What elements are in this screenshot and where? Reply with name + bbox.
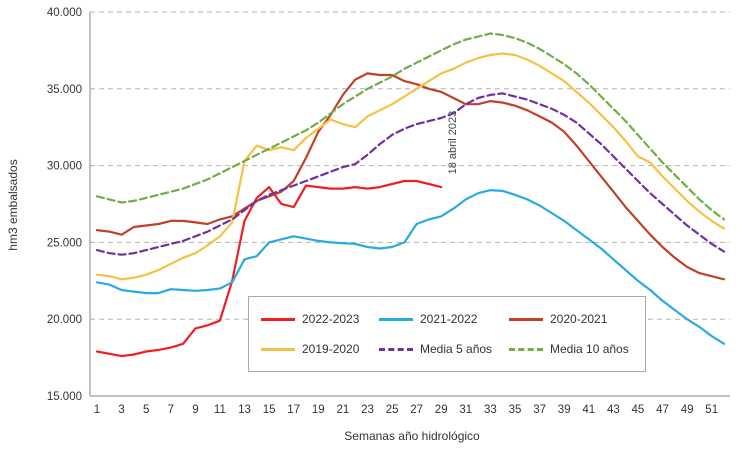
legend-item-2021-2022: 2021-2022 bbox=[379, 312, 509, 326]
date-annotation: 18 abril 2023 bbox=[447, 111, 459, 175]
series-line-2019-2020 bbox=[95, 52, 726, 281]
x-tick-label: 29 bbox=[435, 404, 448, 416]
legend-line-swatch bbox=[509, 347, 543, 351]
x-tick-label: 9 bbox=[192, 404, 198, 416]
legend-line-swatch bbox=[379, 317, 413, 321]
x-tick-label: 7 bbox=[168, 404, 174, 416]
legend-label: 2021-2022 bbox=[420, 312, 478, 326]
legend-line-swatch bbox=[379, 347, 413, 351]
series-line-2021-2022 bbox=[95, 189, 726, 345]
y-tick-label: 25.000 bbox=[47, 237, 82, 249]
legend-label: Media 10 años bbox=[550, 342, 629, 356]
y-tick-label: 30.000 bbox=[47, 161, 82, 173]
series-line-media-10-años bbox=[95, 32, 726, 221]
legend-line-swatch bbox=[261, 317, 295, 321]
legend-item-media-10-años: Media 10 años bbox=[509, 342, 647, 356]
x-tick-label: 41 bbox=[582, 404, 595, 416]
x-tick-label: 15 bbox=[263, 404, 276, 416]
legend-label: 2022-2023 bbox=[302, 312, 360, 326]
y-tick-label: 35.000 bbox=[47, 84, 82, 96]
series-layer bbox=[95, 32, 726, 358]
x-tick-label: 45 bbox=[632, 404, 645, 416]
x-tick-label: 5 bbox=[143, 404, 149, 416]
x-tick-label: 47 bbox=[656, 404, 669, 416]
legend-line-swatch bbox=[261, 347, 295, 351]
x-tick-label: 21 bbox=[337, 404, 350, 416]
x-tick-label: 11 bbox=[214, 404, 226, 416]
x-tick-label: 27 bbox=[410, 404, 423, 416]
y-tick-label: 40.000 bbox=[47, 7, 82, 19]
legend-label: Media 5 años bbox=[420, 342, 493, 356]
series-line-2022-2023 bbox=[95, 179, 443, 358]
x-tick-label: 1 bbox=[94, 404, 100, 416]
x-tick-label: 23 bbox=[361, 404, 374, 416]
legend-label: 2020-2021 bbox=[550, 312, 608, 326]
legend-item-2019-2020: 2019-2020 bbox=[261, 342, 379, 356]
y-tick-label: 15.000 bbox=[47, 391, 82, 403]
legend-line-swatch bbox=[509, 317, 543, 321]
x-tick-label: 3 bbox=[118, 404, 124, 416]
x-tick-label: 25 bbox=[386, 404, 399, 416]
legend-label: 2019-2020 bbox=[302, 342, 360, 356]
legend-item-media-5-años: Media 5 años bbox=[379, 342, 509, 356]
x-tick-label: 19 bbox=[312, 404, 325, 416]
x-tick-label: 37 bbox=[533, 404, 546, 416]
x-tick-label: 33 bbox=[484, 404, 497, 416]
x-tick-label: 17 bbox=[287, 404, 300, 416]
chart-legend: 2022-2023 2021-2022 2020-2021 2019-2020 Medi… bbox=[248, 296, 646, 372]
series-line-media-5-años bbox=[95, 92, 726, 256]
x-tick-label: 13 bbox=[238, 404, 251, 416]
series-line-2020-2021 bbox=[95, 72, 726, 281]
x-axis-title: Semanas año hidrológico bbox=[344, 429, 480, 443]
x-tick-label: 49 bbox=[681, 404, 694, 416]
x-tick-label: 35 bbox=[509, 404, 522, 416]
x-tick-label: 31 bbox=[459, 404, 472, 416]
y-tick-label: 20.000 bbox=[47, 314, 82, 326]
legend-item-2022-2023: 2022-2023 bbox=[261, 312, 379, 326]
x-tick-label: 39 bbox=[558, 404, 571, 416]
legend-item-2020-2021: 2020-2021 bbox=[509, 312, 647, 326]
x-tick-label: 43 bbox=[607, 404, 620, 416]
x-tick-label: 51 bbox=[705, 404, 718, 416]
y-axis-title: hm3 embalsados bbox=[6, 159, 20, 250]
